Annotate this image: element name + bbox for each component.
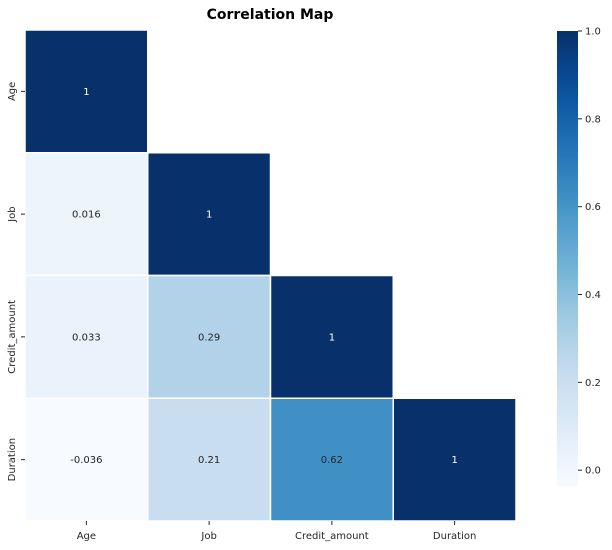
heatmap-cell	[24, 274, 149, 399]
cell-value-label: 0.016	[72, 210, 101, 221]
cell-value-label: 1	[329, 332, 335, 343]
colorbar-tick-label: 0.6	[585, 202, 601, 213]
heatmap-cell	[24, 152, 149, 277]
colorbar-tick-label: 0.0	[585, 466, 601, 477]
heatmap-cells: 1 0.016 1 0.033 0.29 1 -0.036 0.21 0.62 1	[24, 29, 517, 522]
cell-value-label: 0.21	[198, 455, 220, 466]
colorbar-tick-label: 0.2	[585, 378, 601, 389]
chart-title: Correlation Map	[207, 7, 334, 23]
y-tick-label: Job	[7, 206, 18, 222]
y-tick-label: Age	[7, 82, 18, 101]
x-tick-label: Duration	[433, 531, 476, 542]
x-tick-label: Age	[77, 531, 96, 542]
colorbar-tick-label: 0.8	[585, 114, 601, 125]
colorbar: 0.0 0.2 0.4 0.6 0.8 1.0	[557, 27, 601, 486]
heatmap-cell	[147, 397, 272, 522]
y-tick-label: Credit_amount	[7, 300, 18, 374]
y-tick-label: Duration	[7, 438, 18, 481]
heatmap-cell	[24, 29, 149, 154]
heatmap-cell	[269, 274, 394, 399]
heatmap-cell	[392, 397, 517, 522]
heatmap-cell	[147, 152, 272, 277]
cell-value-label: 1	[83, 87, 89, 98]
cell-value-label: 1	[451, 455, 457, 466]
cell-value-label: 1	[206, 210, 212, 221]
heatmap-cell	[147, 274, 272, 399]
x-tick-label: Credit_amount	[295, 531, 369, 542]
x-tick-label: Job	[200, 531, 216, 542]
x-axis: Age Job Credit_amount Duration	[77, 521, 476, 542]
colorbar-tick-label: 1.0	[585, 27, 601, 38]
cell-value-label: 0.29	[198, 332, 220, 343]
colorbar-tick-label: 0.4	[585, 290, 601, 301]
colorbar-gradient	[557, 31, 578, 486]
cell-value-label: 0.033	[72, 332, 101, 343]
cell-value-label: -0.036	[70, 455, 102, 466]
cell-value-label: 0.62	[321, 455, 343, 466]
y-axis: Age Job Credit_amount Duration	[7, 82, 25, 481]
